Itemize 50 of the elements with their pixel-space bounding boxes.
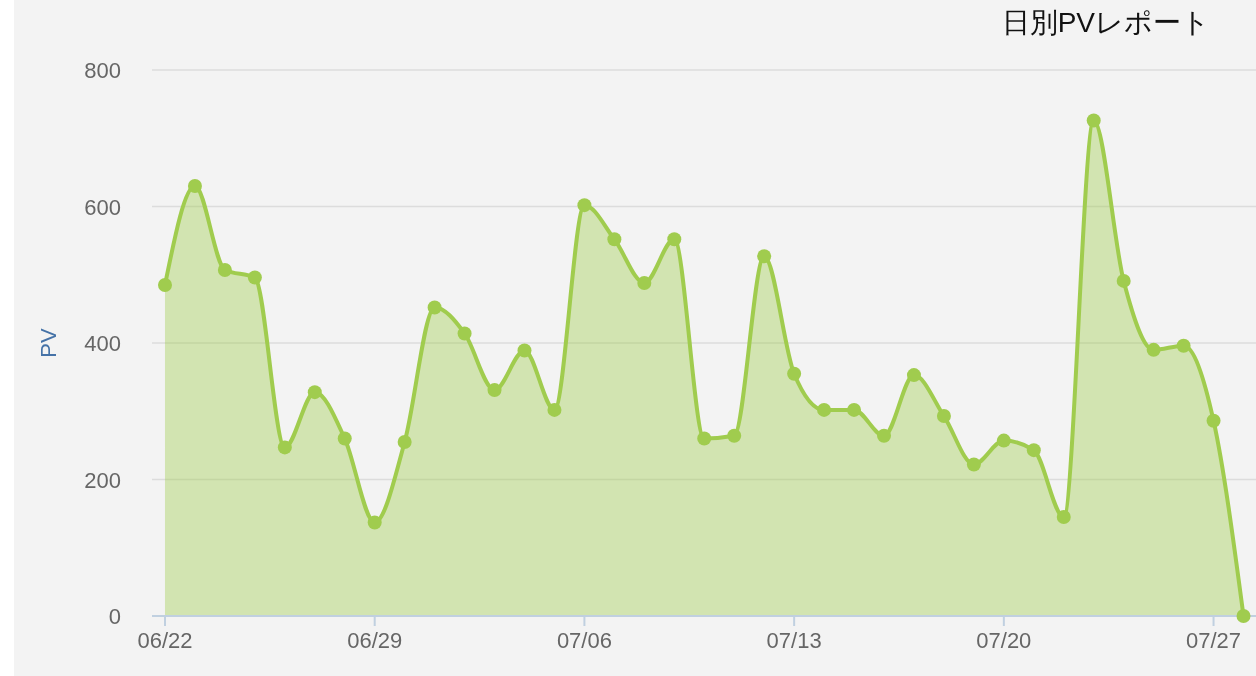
point <box>577 198 592 213</box>
y-tick-label: 200 <box>84 467 121 493</box>
point <box>307 385 322 400</box>
point <box>936 409 951 424</box>
point <box>817 402 832 417</box>
point <box>996 433 1011 448</box>
point <box>966 457 981 472</box>
point <box>697 431 712 446</box>
x-tick-label: 06/29 <box>347 628 403 653</box>
x-tick-label: 07/27 <box>1186 628 1242 653</box>
point <box>1206 413 1221 428</box>
point <box>337 431 352 446</box>
x-tick-label: 07/06 <box>556 628 612 653</box>
point <box>517 343 532 358</box>
y-axis-title: PV <box>36 328 61 358</box>
point <box>1056 510 1071 525</box>
point <box>1236 609 1251 623</box>
y-tick-label: 0 <box>108 604 121 629</box>
point <box>1176 338 1191 353</box>
point <box>1146 342 1161 357</box>
point <box>847 402 862 417</box>
point <box>1086 113 1101 128</box>
point <box>727 428 742 443</box>
point <box>1026 443 1041 458</box>
point <box>157 277 172 292</box>
point <box>667 232 682 247</box>
point <box>607 232 622 247</box>
point <box>397 434 412 449</box>
point <box>487 383 502 398</box>
point <box>757 249 772 264</box>
point <box>217 262 232 277</box>
point <box>1116 273 1131 288</box>
point <box>277 440 292 455</box>
point <box>457 326 472 341</box>
point <box>427 300 442 315</box>
chart-title: 日別PVレポート <box>1001 7 1210 38</box>
point <box>367 515 382 530</box>
point <box>187 179 202 194</box>
y-tick-label: 800 <box>84 58 121 83</box>
x-tick-label: 07/20 <box>976 628 1032 653</box>
point <box>247 270 262 285</box>
x-tick-label: 07/13 <box>766 628 822 653</box>
x-tick-label: 06/22 <box>137 628 193 653</box>
point <box>547 402 562 417</box>
y-tick-label: 400 <box>84 331 121 356</box>
point <box>877 428 892 443</box>
y-tick-label: 600 <box>84 194 121 220</box>
point <box>787 366 802 381</box>
point <box>637 275 652 290</box>
point <box>906 368 921 383</box>
